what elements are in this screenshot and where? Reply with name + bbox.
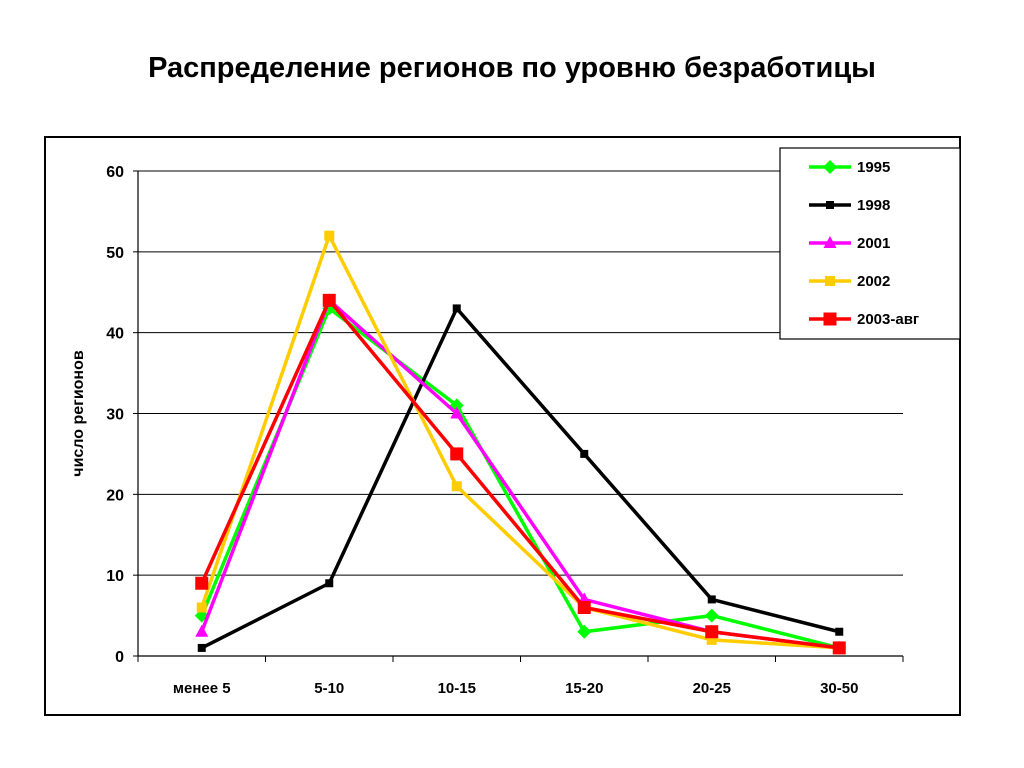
y-tick-label: 0 (115, 649, 124, 666)
y-tick-label: 50 (106, 245, 124, 262)
legend-item: 2001 (809, 235, 890, 252)
data-point (707, 595, 716, 604)
y-tick-label: 30 (106, 407, 124, 424)
data-point (195, 576, 209, 590)
data-point (706, 634, 717, 645)
x-tick-label: 10-15 (438, 680, 476, 697)
legend-marker (823, 236, 837, 248)
data-point (450, 406, 464, 419)
legend: 1995 1998 2001 2002 2003-авг (779, 147, 961, 340)
data-point (577, 624, 592, 639)
x-tick-label: 15-20 (565, 680, 603, 697)
legend-label: 2002 (857, 273, 890, 290)
data-point (322, 293, 336, 307)
series-line (200, 298, 840, 650)
legend-label: 2003-авг (857, 311, 919, 328)
x-tick-label: 30-50 (820, 680, 858, 697)
legend-item: 1998 (809, 197, 890, 214)
data-point (451, 481, 462, 492)
legend-label: 1995 (857, 159, 890, 176)
data-point (704, 608, 719, 623)
legend-label: 1998 (857, 197, 890, 214)
data-point (577, 601, 591, 614)
y-tick-label: 10 (106, 568, 124, 585)
series-line (200, 306, 840, 650)
page-title: Распределение регионов по уровню безрабо… (148, 52, 876, 84)
y-axis-label: число регионов (70, 350, 87, 477)
data-point (580, 449, 589, 458)
chart-frame (44, 136, 961, 716)
series-line (200, 306, 840, 650)
x-tick-label: 5-10 (314, 680, 344, 697)
data-point (324, 230, 335, 241)
data-point (452, 304, 461, 313)
y-tick-label: 20 (106, 487, 124, 504)
legend-marker (823, 312, 837, 326)
x-tick-label: менее 5 (173, 680, 231, 697)
data-point (832, 641, 846, 655)
data-point (835, 627, 844, 636)
legend-item: 1995 (809, 159, 890, 176)
data-point (197, 643, 206, 652)
legend-marker (825, 276, 835, 286)
series-3 (196, 230, 845, 653)
series-line (200, 233, 840, 650)
series-4 (195, 293, 846, 655)
data-point (705, 625, 719, 639)
legend-item: 2003-авг (809, 311, 919, 328)
legend-item: 2002 (809, 273, 890, 290)
x-tick-label: 20-25 (693, 680, 731, 697)
data-point (195, 624, 209, 637)
data-point (450, 447, 464, 461)
y-tick-label: 40 (106, 326, 124, 343)
series-line (200, 298, 840, 650)
legend-marker (826, 201, 834, 209)
data-point (325, 579, 334, 588)
series-1 (197, 304, 844, 652)
y-tick-label: 60 (106, 164, 124, 181)
data-point (196, 602, 207, 613)
legend-label: 2001 (857, 235, 890, 252)
legend-marker (823, 160, 837, 174)
